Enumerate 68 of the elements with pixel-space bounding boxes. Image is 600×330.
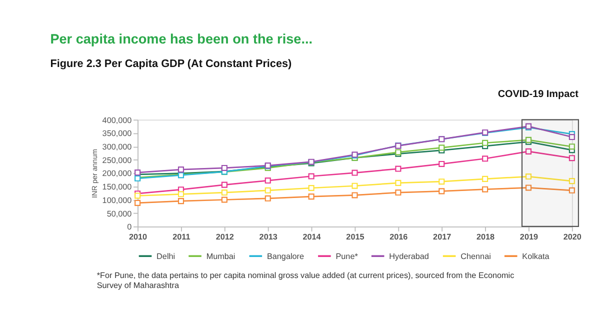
legend-label: Kolkata xyxy=(522,252,550,261)
point xyxy=(221,182,228,188)
x-tick-label: 2011 xyxy=(172,232,191,242)
x-tick-label: 2012 xyxy=(216,232,234,242)
point xyxy=(352,170,358,176)
point xyxy=(264,187,271,194)
point xyxy=(178,166,184,173)
point xyxy=(308,184,314,192)
point xyxy=(568,134,575,140)
point xyxy=(482,156,488,162)
x-tick-label: 2014 xyxy=(302,232,322,242)
point xyxy=(525,148,532,154)
point xyxy=(178,191,184,198)
legend-label: Bangalore xyxy=(266,252,304,261)
band-label: COVID-19 Impact xyxy=(498,89,580,100)
legend-label: Pune* xyxy=(336,252,359,261)
point xyxy=(438,188,445,194)
y-tick-label: 50,000 xyxy=(106,209,132,218)
y-tick-label: 150,000 xyxy=(102,182,132,192)
point xyxy=(352,182,358,189)
point xyxy=(568,155,575,162)
point xyxy=(221,164,228,171)
legend-label: Mumbai xyxy=(206,252,236,261)
x-tick-label: 2020 xyxy=(563,232,582,242)
point xyxy=(482,176,488,182)
y-tick-label: 250,000 xyxy=(102,156,132,165)
point xyxy=(568,144,575,150)
point xyxy=(568,187,575,194)
point xyxy=(308,194,314,200)
point xyxy=(264,178,271,184)
x-tick-label: 2017 xyxy=(433,232,452,242)
point xyxy=(482,140,488,146)
legend-label: Chennai xyxy=(460,252,492,261)
point xyxy=(395,166,402,172)
y-tick-label: 100,000 xyxy=(102,196,132,205)
point xyxy=(264,195,271,202)
y-tick-label: 400,000 xyxy=(102,116,132,125)
y-tick-label: 0 xyxy=(127,222,132,232)
point xyxy=(395,180,402,186)
point xyxy=(221,196,228,203)
point xyxy=(482,186,488,192)
chart-subtitle: Figure 2.3 Per Capita GDP (At Constant Prices) xyxy=(50,58,292,70)
point xyxy=(525,174,532,180)
y-axis-title: INR per annum xyxy=(90,149,99,198)
legend-label: Hyderabad xyxy=(389,252,429,261)
x-tick-label: 2016 xyxy=(390,232,408,242)
y-tick-label: 300,000 xyxy=(102,142,132,152)
x-tick-label: 2018 xyxy=(476,232,496,242)
point xyxy=(395,190,402,196)
point xyxy=(308,173,314,180)
x-tick-label: 2013 xyxy=(259,232,278,242)
point xyxy=(438,178,445,185)
x-tick-label: 2010 xyxy=(128,232,148,242)
point xyxy=(438,160,445,167)
point xyxy=(352,192,358,198)
x-tick-label: 2019 xyxy=(520,232,538,242)
point xyxy=(178,198,184,204)
point xyxy=(568,178,575,184)
chart-title: Per capita income has been on the rise... xyxy=(50,32,312,47)
point xyxy=(221,190,228,196)
y-tick-label: 350,000 xyxy=(102,129,132,138)
y-tick-label: 200,000 xyxy=(102,169,132,178)
text: *For Pune, the data pertains to per capita nominal gross value added (at current prices), sourced from the Economic Survey of Maharashtra xyxy=(96,271,514,290)
point xyxy=(438,144,445,151)
point xyxy=(525,184,532,191)
point xyxy=(134,200,141,206)
legend-label: Delhi xyxy=(156,252,176,261)
x-tick-label: 2015 xyxy=(346,232,365,242)
